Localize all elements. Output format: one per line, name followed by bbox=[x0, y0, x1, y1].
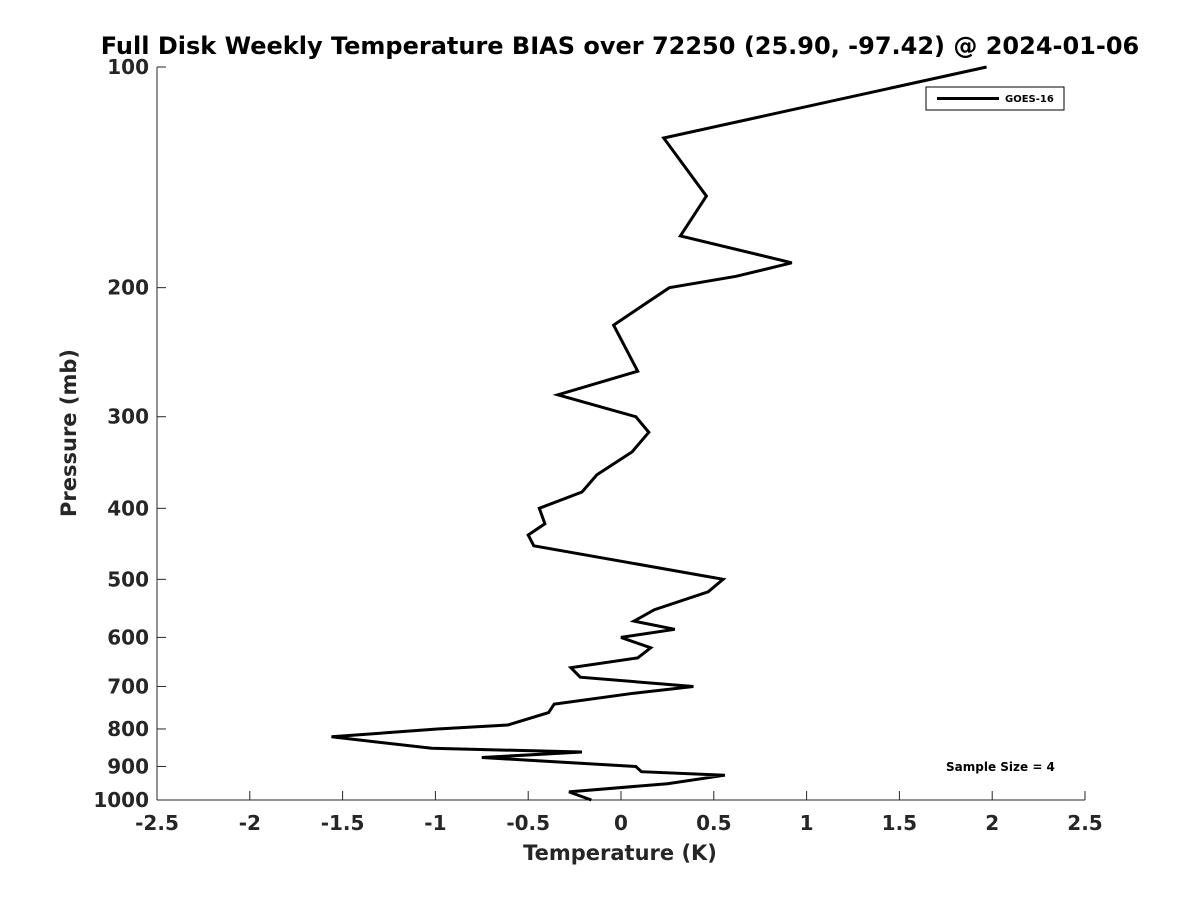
y-tick-label: 500 bbox=[107, 567, 149, 591]
x-tick-label: -1 bbox=[424, 811, 446, 835]
plot-axes bbox=[156, 67, 1085, 801]
x-tick-label: 2.5 bbox=[1067, 811, 1102, 835]
y-axis-ticks: 100 200 300 400 500 600 700 800 900 1000 bbox=[93, 55, 166, 812]
x-tick-label: 1.5 bbox=[882, 811, 917, 835]
y-axis-label: Pressure (mb) bbox=[57, 349, 81, 517]
y-tick-label: 600 bbox=[107, 625, 149, 649]
y-tick-label: 400 bbox=[107, 496, 149, 520]
legend: GOES-16 bbox=[925, 86, 1065, 111]
y-tick-label: 200 bbox=[107, 276, 149, 300]
x-tick-label: -1.5 bbox=[321, 811, 365, 835]
series-line-goes-16 bbox=[331, 65, 987, 802]
y-tick-label: 300 bbox=[107, 405, 149, 429]
y-tick-label: 900 bbox=[107, 754, 149, 778]
x-tick-label: 0.5 bbox=[696, 811, 731, 835]
y-tick-label: 700 bbox=[107, 674, 149, 698]
x-tick-label: -2 bbox=[239, 811, 261, 835]
x-tick-label: -0.5 bbox=[506, 811, 550, 835]
x-tick-label: 2 bbox=[985, 811, 999, 835]
x-tick-label: 0 bbox=[614, 811, 628, 835]
y-tick-label: 100 bbox=[107, 55, 149, 79]
y-tick-label: 1000 bbox=[93, 788, 149, 812]
legend-label-goes-16: GOES-16 bbox=[1005, 94, 1054, 105]
y-tick-label: 800 bbox=[107, 717, 149, 741]
x-tick-label: 1 bbox=[800, 811, 814, 835]
series-layer bbox=[331, 65, 987, 802]
x-axis-label: Temperature (K) bbox=[523, 841, 717, 865]
x-axis-ticks: -2.5 -2 -1.5 -1 -0.5 0 0.5 1 1.5 2 2.5 bbox=[135, 791, 1103, 835]
chart-title: Full Disk Weekly Temperature BIAS over 7… bbox=[101, 32, 1140, 60]
sample-size-annotation: Sample Size = 4 bbox=[946, 760, 1055, 774]
x-tick-label: -2.5 bbox=[135, 811, 179, 835]
